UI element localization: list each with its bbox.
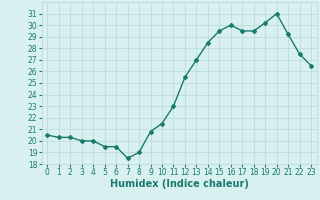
X-axis label: Humidex (Indice chaleur): Humidex (Indice chaleur): [110, 179, 249, 189]
